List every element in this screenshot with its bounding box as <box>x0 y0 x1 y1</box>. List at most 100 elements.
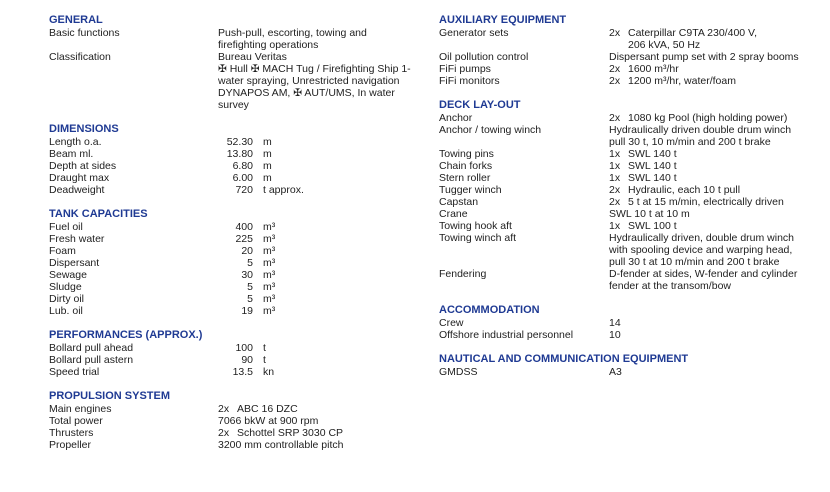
section-dimensions: DIMENSIONS Length o.a. 52.30 m Beam ml. 13.80… <box>49 123 419 196</box>
spec-value: 6.00 m <box>218 172 419 184</box>
value-line: 2x Schottel SRP 3030 CP <box>218 427 419 439</box>
spec-quantity: 2x <box>609 63 621 75</box>
value-line: 2x 1080 kg Pool (high holding power) <box>609 112 819 124</box>
spec-value: 13.80 m <box>218 148 419 160</box>
spec-value: 5 m³ <box>218 281 419 293</box>
value-text: Hydraulically driven, double drum winch <box>609 232 795 244</box>
spec-value: Bureau Veritas ✠ Hull ✠ MACH Tug / Firefi… <box>218 51 419 111</box>
value-text: Hydraulically driven double drum winch <box>609 124 792 136</box>
spec-value: 13.5 kn <box>218 366 419 378</box>
spec-row-towing-pins: Towing pins 1x SWL 140 t <box>439 148 819 160</box>
spec-unit: m³ <box>263 221 276 233</box>
spec-row-dirty-oil: Dirty oil 5 m³ <box>49 293 419 305</box>
spec-value: 14 <box>609 317 819 329</box>
value-text: DYNAPOS AM, ✠ AUT/UMS, In water <box>218 87 395 99</box>
spec-unit: m³ <box>263 305 276 317</box>
value-line: 14 <box>609 317 819 329</box>
spec-label: Sewage <box>49 269 87 281</box>
value-line: 7066 bkW at 900 rpm <box>218 415 419 427</box>
spec-row-beam-ml: Beam ml. 13.80 m <box>49 148 419 160</box>
spec-row-oil-pollution-control: Oil pollution control Dispersant pump set… <box>439 51 819 63</box>
value-line: fender at the transom/bow <box>609 280 819 292</box>
spec-label: Thrusters <box>49 427 94 439</box>
left-column: GENERAL Basic functions Push-pull, escorti… <box>49 14 419 463</box>
section-heading: ACCOMMODATION <box>439 304 540 316</box>
spec-value: 1x SWL 140 t <box>609 148 819 160</box>
value-line: 1x SWL 140 t <box>609 160 819 172</box>
value-text: 1080 kg Pool (high holding power) <box>628 112 788 124</box>
spec-unit: kn <box>263 366 275 378</box>
value-line: pull 30 t at 10 m/min and 200 t brake <box>609 256 819 268</box>
spec-row-classification: Classification Bureau Veritas ✠ Hull ✠ MAC… <box>49 51 419 111</box>
spec-row-fifi-pumps: FiFi pumps 2x 1600 m³/hr <box>439 63 819 75</box>
spec-row-bollard-pull-ahead: Bollard pull ahead 100 t <box>49 342 419 354</box>
spec-value: 1x SWL 100 t <box>609 220 819 232</box>
section-propulsion-system: PROPULSION SYSTEM Main engines 2x ABC 16 DZ… <box>49 390 419 451</box>
value-line: 30 m³ <box>218 269 419 281</box>
spec-unit: m <box>263 136 272 148</box>
spec-row-crane: Crane SWL 10 t at 10 m <box>439 208 819 220</box>
spec-row-fresh-water: Fresh water 225 m³ <box>49 233 419 245</box>
section-general: GENERAL Basic functions Push-pull, escorti… <box>49 14 419 111</box>
section-heading: TANK CAPACITIES <box>49 208 148 220</box>
value-line: 2x Caterpillar C9TA 230/400 V, <box>609 27 819 39</box>
spec-value: 6.80 m <box>218 160 419 172</box>
spec-row-fuel-oil: Fuel oil 400 m³ <box>49 221 419 233</box>
spec-label: Crew <box>439 317 464 329</box>
value-text: 14 <box>609 317 621 329</box>
spec-row-sewage: Sewage 30 m³ <box>49 269 419 281</box>
section-heading: GENERAL <box>49 14 103 26</box>
value-line: 5 m³ <box>218 281 419 293</box>
spec-number: 6.00 <box>232 172 253 184</box>
spec-label: Towing winch aft <box>439 232 517 244</box>
value-line: ✠ Hull ✠ MACH Tug / Firefighting Ship 1- <box>218 63 419 75</box>
spec-row-thrusters: Thrusters 2x Schottel SRP 3030 CP <box>49 427 419 439</box>
spec-number: 5 <box>247 281 253 293</box>
spec-value: 100 t <box>218 342 419 354</box>
section-heading: AUXILIARY EQUIPMENT <box>439 14 567 26</box>
spec-number: 225 <box>235 233 253 245</box>
spec-value: 1x SWL 140 t <box>609 160 819 172</box>
value-line: 1x SWL 140 t <box>609 172 819 184</box>
section-heading: NAUTICAL AND COMMUNICATION EQUIPMENT <box>439 353 689 365</box>
value-line: 3200 mm controllable pitch <box>218 439 419 451</box>
value-line: survey <box>218 99 419 111</box>
value-line: 13.80 m <box>218 148 419 160</box>
value-line: 400 m³ <box>218 221 419 233</box>
spec-value: Push-pull, escorting, towing and firefigh… <box>218 27 419 51</box>
value-text: with spooling device and warping head, <box>609 244 793 256</box>
spec-label: Crane <box>439 208 468 220</box>
spec-label: Towing hook aft <box>439 220 512 232</box>
spec-value: 400 m³ <box>218 221 419 233</box>
spec-number: 5 <box>247 293 253 305</box>
value-line: D-fender at sides, W-fender and cylinder <box>609 268 819 280</box>
spec-number: 90 <box>241 354 253 366</box>
spec-value: 720 t approx. <box>218 184 419 196</box>
section-deck-lay-out: DECK LAY-OUT Anchor 2x 1080 kg Pool (high h… <box>439 99 819 292</box>
spec-unit: m³ <box>263 257 276 269</box>
spec-label: Sludge <box>49 281 82 293</box>
value-line: 20 m³ <box>218 245 419 257</box>
value-text: SWL 140 t <box>628 160 677 172</box>
value-text: Push-pull, escorting, towing and <box>218 27 367 39</box>
value-line: 10 <box>609 329 819 341</box>
spec-number: 100 <box>235 342 253 354</box>
spec-value: 10 <box>609 329 819 341</box>
spec-value: Dispersant pump set with 2 spray booms <box>609 51 819 63</box>
value-line: 6.80 m <box>218 160 419 172</box>
value-text: firefighting operations <box>218 39 319 51</box>
spec-label: Dirty oil <box>49 293 85 305</box>
spec-row-main-engines: Main engines 2x ABC 16 DZC <box>49 403 419 415</box>
spec-unit: t <box>263 354 266 366</box>
value-text: SWL 10 t at 10 m <box>609 208 690 220</box>
spec-unit: t <box>263 342 266 354</box>
spec-label: Generator sets <box>439 27 509 39</box>
spec-row-crew: Crew 14 <box>439 317 819 329</box>
spec-row-lub-oil: Lub. oil 19 m³ <box>49 305 419 317</box>
spec-label: Towing pins <box>439 148 494 160</box>
spec-quantity: 2x <box>218 403 230 415</box>
spec-row-foam: Foam 20 m³ <box>49 245 419 257</box>
spec-label: Anchor / towing winch <box>439 124 542 136</box>
section-nautical-and-communication-equipment: NAUTICAL AND COMMUNICATION EQUIPMENT GMDS… <box>439 353 819 378</box>
spec-label: Dispersant <box>49 257 100 269</box>
